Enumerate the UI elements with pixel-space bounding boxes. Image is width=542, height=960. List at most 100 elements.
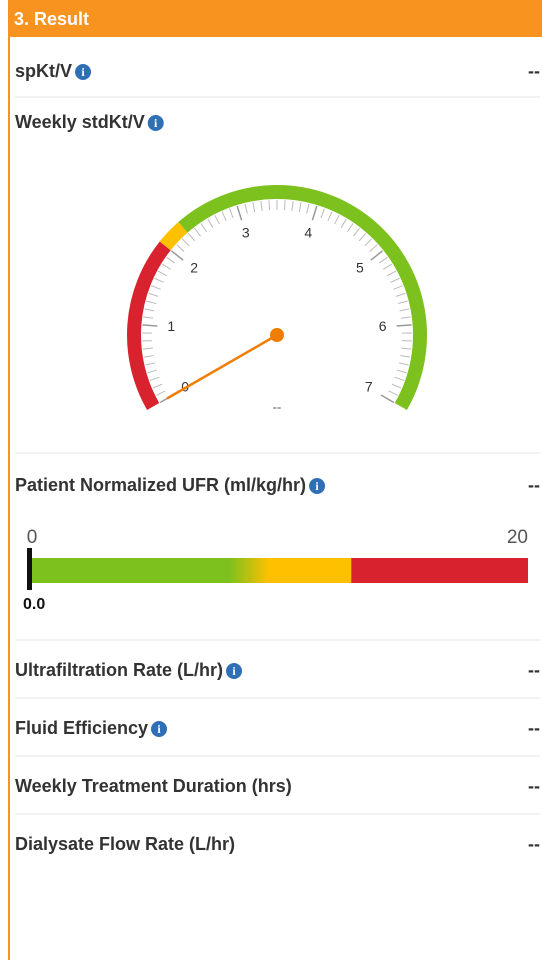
gauge-minor-tick xyxy=(298,202,302,213)
gauge-band xyxy=(127,241,171,410)
gauge-minor-tick xyxy=(400,316,411,319)
gauge-minor-tick xyxy=(291,200,294,211)
gauge-minor-tick xyxy=(378,256,388,264)
row-value: -- xyxy=(528,475,540,495)
gauge-minor-tick xyxy=(260,200,263,211)
header-bar xyxy=(8,0,542,37)
ufr-band xyxy=(269,558,352,583)
gauge-minor-tick xyxy=(340,218,347,228)
gauge-tick-label: 4 xyxy=(304,224,312,240)
ufr-marker-label: 0.0 xyxy=(23,596,45,613)
row-label: Dialysate Flow Rate (L/hr) xyxy=(15,834,235,854)
gauge-minor-tick xyxy=(154,277,164,283)
gauge-tick-label: 5 xyxy=(356,260,364,276)
gauge-minor-tick xyxy=(152,383,163,389)
gauge-minor-tick xyxy=(334,214,340,225)
info-icon[interactable] xyxy=(226,663,243,679)
row-label: Ultrafiltration Rate (L/hr) xyxy=(15,660,223,680)
gauge-value: -- xyxy=(273,399,282,414)
gauge-minor-tick xyxy=(390,277,400,283)
info-icon-glyph: i xyxy=(232,664,236,678)
gauge-minor-tick xyxy=(353,227,360,237)
gauge-minor-tick xyxy=(200,223,207,233)
gauge-major-tick xyxy=(370,250,384,261)
row-value: -- xyxy=(528,834,540,854)
info-icon-glyph: i xyxy=(81,65,85,79)
ufr-max-label: 20 xyxy=(507,527,528,548)
gauge-minor-tick xyxy=(391,383,402,389)
gauge-needle xyxy=(166,333,278,400)
gauge-major-tick xyxy=(170,250,184,261)
gauge-minor-tick xyxy=(252,202,256,213)
info-icon[interactable] xyxy=(309,478,326,494)
info-icon-glyph: i xyxy=(315,479,319,493)
ufr-marker xyxy=(27,548,32,590)
gauge-minor-tick xyxy=(400,354,411,358)
gauge-minor-tick xyxy=(194,227,201,237)
gauge-minor-tick xyxy=(166,256,176,264)
gauge-minor-tick xyxy=(393,285,403,290)
row-value: -- xyxy=(528,776,540,796)
gauge-minor-tick xyxy=(221,211,227,222)
row-value: -- xyxy=(528,718,540,738)
gauge-minor-tick xyxy=(181,238,190,247)
gauge-tick-label: 2 xyxy=(190,260,198,276)
info-icon[interactable] xyxy=(75,64,92,80)
gauge-minor-tick xyxy=(369,244,378,252)
row-label: Patient Normalized UFR (ml/kg/hr) xyxy=(15,475,306,495)
gauge-minor-tick xyxy=(187,233,196,242)
gauge-minor-tick xyxy=(244,203,248,214)
gauge-tick-label: 7 xyxy=(365,379,373,395)
gauge-minor-tick xyxy=(283,200,286,211)
gauge-band xyxy=(159,222,188,251)
gauge-minor-tick xyxy=(207,218,214,228)
gauge-major-tick xyxy=(142,324,158,327)
gauge-minor-tick xyxy=(229,208,234,219)
ufr-band xyxy=(30,558,270,583)
gauge-major-tick xyxy=(311,205,318,221)
gauge-minor-tick xyxy=(358,233,367,242)
gauge-minor-tick xyxy=(144,308,155,312)
row-value: -- xyxy=(528,61,540,81)
gauge-minor-tick xyxy=(327,211,333,222)
gauge-minor-tick xyxy=(157,270,168,277)
gauge-minor-tick xyxy=(398,362,409,366)
gauge-major-tick xyxy=(380,394,395,404)
info-icon[interactable] xyxy=(147,115,164,131)
gauge-minor-tick xyxy=(347,223,354,233)
gauge-minor-tick xyxy=(151,285,161,290)
gauge-minor-tick xyxy=(397,300,408,305)
gauge-major-tick xyxy=(396,324,412,327)
info-icon-glyph: i xyxy=(154,116,158,130)
gauge-minor-tick xyxy=(383,263,393,270)
gauge-minor-tick xyxy=(386,270,397,277)
row-label: Weekly stdKt/V xyxy=(15,112,145,132)
gauge-minor-tick xyxy=(176,244,185,252)
gauge-minor-tick xyxy=(394,376,405,382)
row-label: spKt/V xyxy=(15,61,72,81)
row-value: -- xyxy=(528,660,540,680)
gauge-minor-tick xyxy=(143,316,154,319)
gauge-tick-label: 1 xyxy=(167,318,175,334)
gauge-minor-tick xyxy=(148,292,159,297)
ufr-min-label: 0 xyxy=(27,527,38,548)
gauge-minor-tick xyxy=(147,369,158,374)
gauge-minor-tick xyxy=(142,347,153,350)
gauge-minor-tick xyxy=(306,203,310,214)
info-icon[interactable] xyxy=(151,721,168,737)
header-title: 3. Result xyxy=(14,9,89,29)
gauge-tick-label: 3 xyxy=(242,224,250,240)
gauge-minor-tick xyxy=(395,292,406,297)
info-icon-glyph: i xyxy=(157,722,161,736)
ufr-band xyxy=(351,558,528,583)
gauge-minor-tick xyxy=(161,263,171,270)
gauge-minor-tick xyxy=(388,390,398,396)
gauge-minor-tick xyxy=(396,369,407,374)
gauge-minor-tick xyxy=(399,308,410,312)
gauge-minor-tick xyxy=(143,354,154,358)
gauge-major-tick xyxy=(236,205,243,221)
gauge-minor-tick xyxy=(401,347,412,350)
left-border xyxy=(8,0,10,960)
